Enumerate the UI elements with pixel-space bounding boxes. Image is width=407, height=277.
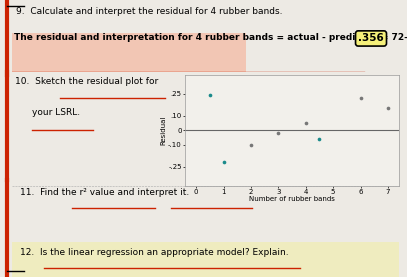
Point (302, 121, 309, 125)
Text: your LSRL.: your LSRL. (32, 109, 81, 117)
Y-axis label: Residual: Residual (161, 116, 166, 145)
Text: 9.  Calculate and interpret the residual for 4 rubber bands.: 9. Calculate and interpret the residual … (16, 7, 282, 16)
Point (220, 160, 227, 165)
Text: 11.  Find the r² value and interpret it.: 11. Find the r² value and interpret it. (20, 188, 189, 197)
Text: 10.  Sketch the residual plot for: 10. Sketch the residual plot for (15, 77, 159, 86)
Point (248, 143, 254, 147)
Point (357, 96, 364, 100)
FancyBboxPatch shape (12, 34, 246, 72)
Text: 12.  Is the linear regression an appropriate model? Explain.: 12. Is the linear regression an appropri… (20, 248, 289, 257)
Text: .356: .356 (358, 34, 384, 43)
Point (275, 131, 282, 135)
Point (207, 93, 213, 98)
Point (385, 106, 391, 111)
FancyBboxPatch shape (12, 242, 399, 277)
Text: The residual and interpretation for 4 rubber bands = actual - predicted = 72-72.: The residual and interpretation for 4 ru… (14, 34, 407, 42)
X-axis label: Number of rubber bands: Number of rubber bands (249, 196, 335, 202)
Point (316, 137, 323, 141)
